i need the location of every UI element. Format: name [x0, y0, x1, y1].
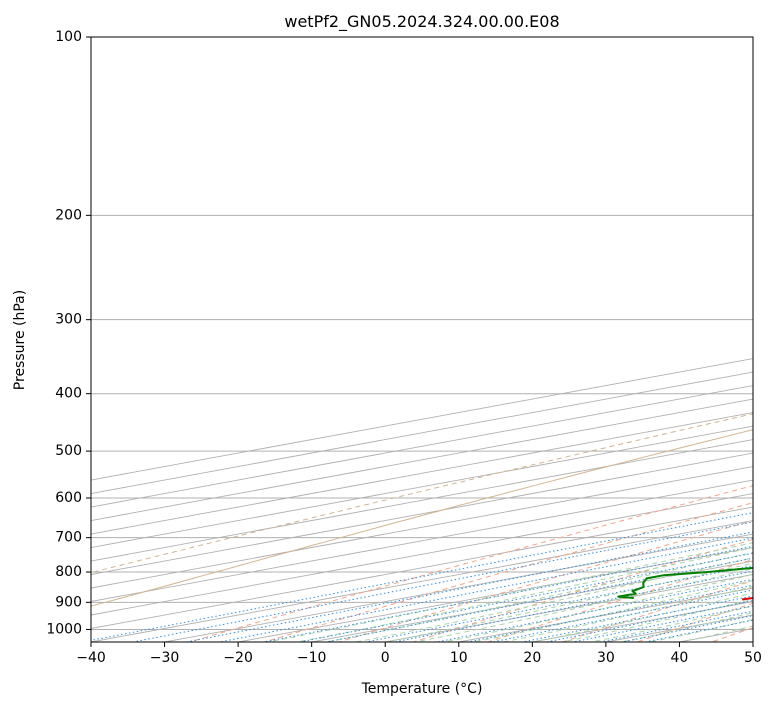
background-lines: [91, 37, 753, 642]
x-tick-label: 50: [744, 650, 762, 666]
x-tick-label: 0: [381, 650, 390, 666]
mixing-ratio-line: [522, 595, 753, 642]
isotherm-line: [91, 479, 753, 602]
isotherm-line: [311, 560, 753, 642]
moist-adiabat-line: [296, 547, 753, 642]
temperature-line: [741, 597, 753, 601]
isotherm-line: [91, 439, 753, 562]
isotherm-line: [91, 506, 753, 629]
isotherm-line: [752, 641, 753, 642]
moist-adiabat-line: [591, 605, 753, 642]
moist-adiabat-line: [267, 542, 753, 642]
y-tick-label: 800: [55, 564, 82, 580]
mixing-ratio-line: [622, 615, 753, 642]
isotherm-line: [91, 493, 753, 616]
dry-adiabat-line: [711, 627, 753, 642]
x-tick-label: −10: [297, 650, 327, 666]
moist-adiabat-line: [679, 625, 753, 642]
dry-adiabat-line: [413, 538, 753, 642]
x-tick-label: 30: [597, 650, 615, 666]
isotherm-line: [679, 628, 753, 642]
isotherm-line: [605, 614, 753, 642]
profile-series: [617, 566, 753, 601]
y-tick-label: 1000: [46, 621, 82, 637]
x-tick-label: 40: [671, 650, 689, 666]
x-tick-label: −20: [223, 650, 253, 666]
isotherm-line: [385, 574, 753, 642]
moist-adiabat-line: [326, 552, 753, 642]
plot-frame: [90, 36, 754, 643]
y-tick-label: 100: [55, 29, 82, 45]
y-tick-label: 500: [55, 443, 82, 459]
isotherm-line: [238, 547, 753, 642]
isotherm-line: [91, 452, 753, 575]
dry-adiabat-line: [189, 485, 753, 642]
dry-adiabat-line: [264, 502, 753, 642]
boundary-adiabat-line: [91, 429, 753, 607]
x-tick-label: 10: [450, 650, 468, 666]
y-tick-label: 700: [55, 530, 82, 546]
moist-adiabat-line: [532, 592, 753, 642]
x-axis-label: Temperature (°C): [361, 681, 483, 697]
moist-adiabat-line: [649, 618, 753, 642]
isotherm-line: [91, 520, 753, 642]
y-axis-label: Pressure (hPa): [12, 290, 28, 390]
y-tick-label: 300: [55, 312, 82, 328]
isotherm-line: [458, 587, 753, 642]
mixing-ratio-line: [394, 570, 753, 642]
moist-adiabat-line: [444, 573, 753, 642]
x-tick-label: −40: [76, 650, 106, 666]
dry-adiabat-line: [338, 520, 753, 642]
moist-adiabat-line: [620, 612, 753, 642]
mixing-ratio-line: [219, 537, 753, 642]
mixing-ratio-line: [91, 512, 753, 641]
dry-adiabat-line: [562, 580, 753, 642]
moist-adiabat-line: [385, 562, 753, 642]
isotherm-line: [164, 533, 753, 642]
moist-adiabat-line: [414, 568, 753, 642]
mixing-ratio-line: [572, 605, 753, 642]
y-tick-label: 600: [55, 490, 82, 506]
chart-title: wetPf2_GN05.2024.324.00.00.E08: [284, 12, 559, 32]
moist-adiabat-line: [355, 557, 753, 642]
isotherm-line: [532, 601, 753, 642]
x-tick-label: 20: [523, 650, 541, 666]
moist-adiabat-line: [561, 598, 753, 642]
x-tick-label: −30: [150, 650, 180, 666]
axis-ticks: −40 −30 −20 −10 0 10 20 30 40 50 100 200 300 400 500 60…: [46, 29, 762, 666]
y-tick-label: 900: [55, 594, 82, 610]
mixing-ratio-line: [263, 545, 753, 642]
isotherm-line: [91, 466, 753, 589]
y-tick-label: 400: [55, 386, 82, 402]
y-tick-label: 200: [55, 207, 82, 223]
mixing-ratio-line: [467, 584, 753, 642]
isotherm-line: [91, 425, 753, 548]
